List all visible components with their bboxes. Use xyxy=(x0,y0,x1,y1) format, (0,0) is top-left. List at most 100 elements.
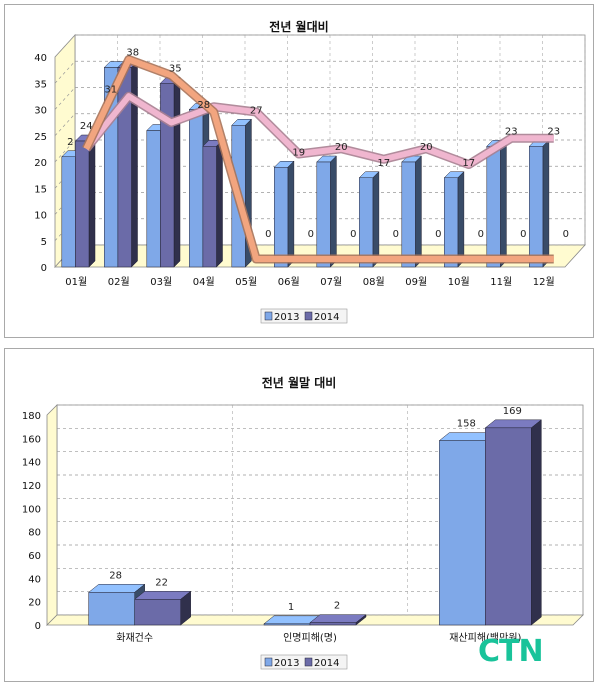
chart1-data-label: 17 xyxy=(377,158,390,169)
chart2-x-tick: 재산피해(백만원) xyxy=(449,631,521,644)
chart2-y-tick: 20 xyxy=(28,598,41,609)
chart2-y-tick: 80 xyxy=(28,528,41,539)
chart1-x-tick: 05월 xyxy=(235,276,257,288)
chart1-data-label: 28 xyxy=(197,100,210,111)
chart1-gridline-side xyxy=(54,34,76,58)
chart1-legend-label-2014: 2014 xyxy=(314,312,339,323)
chart2-bar-2014-front xyxy=(485,427,532,626)
ctn-logo: CTN xyxy=(478,634,544,669)
chart2-y-tick: 60 xyxy=(28,551,41,562)
chart1-bar-2013-front xyxy=(486,146,501,268)
chart1-gridline-side xyxy=(54,61,76,84)
chart2-legend-swatch-2014 xyxy=(304,657,313,667)
chart2-bar-2013-front xyxy=(88,592,135,626)
chart1-bar-2014-side xyxy=(88,134,96,268)
chart1-bar-2013 xyxy=(358,171,380,268)
chart2-bar-2013 xyxy=(87,583,146,626)
chart2-data-label-2013: 158 xyxy=(457,419,476,430)
chart1-bar-2013 xyxy=(486,139,508,268)
chart1-bar-2013-side xyxy=(287,160,295,268)
chart1-bar-2013-front xyxy=(61,156,76,268)
chart1-zero-label: 0 xyxy=(265,229,271,240)
year-end-chart-panel: 전년 월말 대비 0 20 40 60 80 100 120 140 160 180 28 22 화재건수… xyxy=(4,348,594,682)
chart1-bar-2013 xyxy=(316,155,338,268)
chart2-y-tick: 180 xyxy=(22,411,41,422)
chart1-bar-2014 xyxy=(117,60,139,268)
chart2-y-tick: 120 xyxy=(22,481,41,492)
chart1-data-label: 2 xyxy=(67,137,73,148)
chart1-legend-label-2013: 2013 xyxy=(274,312,299,323)
chart1-zero-label: 0 xyxy=(478,229,484,240)
chart1-x-tick: 12월 xyxy=(533,276,555,288)
chart2-title: 전년 월말 대비 xyxy=(262,375,337,390)
chart1-y-tick: 25 xyxy=(34,132,47,143)
chart1-data-label: 38 xyxy=(126,48,139,59)
chart2-bar-2014-side xyxy=(531,419,542,626)
chart2-bar-2014 xyxy=(133,590,192,626)
chart1-bar-2013 xyxy=(443,171,465,268)
chart2-legend-swatch-2013 xyxy=(264,657,273,667)
chart1-bar-2013 xyxy=(401,155,423,268)
chart2-x-tick: 화재건수 xyxy=(116,632,153,644)
chart1-bar-2013-front xyxy=(189,109,204,268)
chart2-bar-2014 xyxy=(309,614,367,626)
chart2-legend-label-2014: 2014 xyxy=(314,658,339,669)
chart1-bar-2013-front xyxy=(401,161,416,268)
chart2-legend-box xyxy=(260,654,348,670)
chart1-y-tick: 30 xyxy=(34,106,47,117)
chart1-y-tick: 10 xyxy=(34,211,47,222)
chart2-x-tick: 인명피해(명) xyxy=(283,631,337,644)
chart1-gridline-side xyxy=(54,113,76,136)
chart2-legend-label-2013: 2013 xyxy=(274,658,299,669)
chart1-x-tick: 09월 xyxy=(405,276,427,288)
chart1-data-label: 23 xyxy=(547,126,560,137)
chart1-y-tick: 15 xyxy=(34,184,47,195)
chart1-x-tick: 03월 xyxy=(150,276,172,288)
chart1-zero-label: 0 xyxy=(520,229,526,240)
chart1-x-tick: 06월 xyxy=(278,276,300,288)
chart1-x-tick: 10월 xyxy=(448,276,470,288)
chart2-y-tick: 40 xyxy=(28,574,41,585)
chart1-zero-label: 0 xyxy=(350,229,356,240)
chart1-x-tick: 07월 xyxy=(320,276,342,288)
chart1-data-label: 24 xyxy=(80,121,93,132)
chart1-zero-label: 0 xyxy=(393,229,399,240)
chart1-zero-label: 0 xyxy=(563,229,569,240)
chart1-zero-label: 0 xyxy=(308,229,314,240)
chart1-data-label: 35 xyxy=(169,63,182,74)
chart1-zero-label: 0 xyxy=(435,229,441,240)
chart1-bar-2013-side xyxy=(330,155,337,268)
year-end-chart: 전년 월말 대비 0 20 40 60 80 100 120 140 160 180 28 22 화재건수… xyxy=(22,375,584,670)
chart1-bar-2013-front xyxy=(359,177,374,268)
chart1-legend-box xyxy=(260,308,348,324)
chart2-data-label-2013: 1 xyxy=(288,602,294,613)
chart1-bar-2014-side xyxy=(131,60,138,268)
chart2-bar-2013-front xyxy=(263,623,311,626)
chart1-legend: 2013 2014 xyxy=(260,308,348,324)
chart1-data-label: 20 xyxy=(335,142,348,153)
chart1-bar-2013-front xyxy=(444,177,459,268)
monthly-chart-panel: 전년 월대비 0 5 10 15 20 25 30 35 40 01월 02월 03월 04월 05월 06월… xyxy=(4,4,594,338)
chart1-data-label: 20 xyxy=(420,142,433,153)
chart1-bar-2013 xyxy=(528,139,550,268)
chart2-y-tick: 160 xyxy=(22,434,41,445)
chart1-data-label: 19 xyxy=(292,147,305,158)
chart1-bar-2013-side xyxy=(542,139,550,268)
chart2-bar-2014-front xyxy=(134,599,181,626)
chart1-y-tick: 35 xyxy=(34,79,47,90)
chart2-bar-2013-front xyxy=(439,440,486,626)
chart1-gridline-side xyxy=(54,139,76,163)
chart2-bar-2014-front xyxy=(309,622,357,626)
chart1-bar-2013-side xyxy=(415,155,422,268)
chart1-y-tick: 0 xyxy=(41,263,47,274)
chart1-bar-2013-side xyxy=(500,139,507,268)
chart1-data-label: 23 xyxy=(505,126,518,137)
chart2-bar-2014 xyxy=(484,419,543,626)
chart1-data-label: 27 xyxy=(250,105,263,116)
chart1-y-tick: 40 xyxy=(34,53,47,64)
chart2-legend: 2013 2014 xyxy=(260,654,348,670)
chart2-data-label-2014: 22 xyxy=(155,577,168,588)
chart1-x-tick: 11월 xyxy=(490,276,512,288)
chart2-side-wall xyxy=(46,404,58,626)
